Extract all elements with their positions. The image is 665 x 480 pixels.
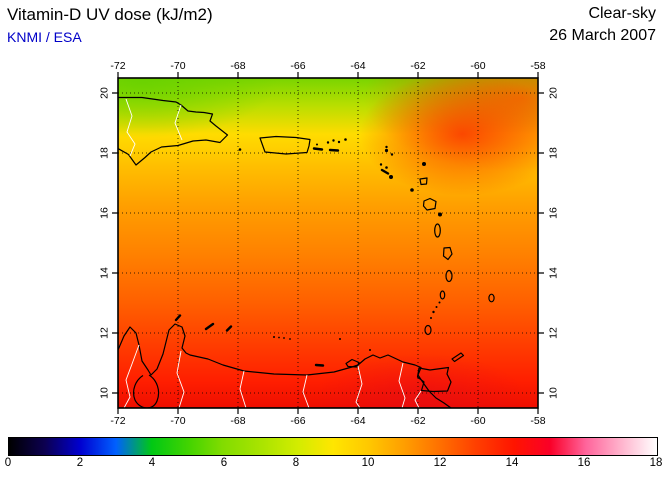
figure-title: Vitamin-D UV dose (kJ/m2) [7, 5, 213, 24]
margarita-coastline [345, 358, 360, 368]
lat-labels-left: 20 18 16 14 12 10 [99, 87, 111, 399]
south-america-borders [123, 344, 422, 408]
colorbar-tick-label: 10 [361, 457, 375, 469]
lat-tick-label: 20 [99, 87, 111, 99]
lat-tick-label: 12 [99, 327, 111, 339]
lat-tick-label: 10 [548, 387, 560, 399]
plot-border [117, 77, 539, 409]
venezuela-coastline [118, 323, 452, 408]
source-credit: KNMI / ESA [7, 29, 82, 45]
sky-condition: Clear-sky [588, 5, 656, 22]
lon-labels-top: -72 -70 -68 -66 -64 -62 -60 -58 [110, 60, 545, 72]
lon-tick-label: -58 [530, 415, 545, 427]
lon-tick-label: -70 [170, 60, 185, 72]
tobago-coastline [451, 352, 465, 363]
st-lucia-coastline [445, 269, 453, 283]
colorbar-tick-label: 12 [433, 457, 447, 469]
lon-tick-label: -72 [110, 415, 125, 427]
puerto-rico-coastline [259, 135, 311, 155]
small-islands [238, 138, 442, 351]
colorbar-tick-label: 6 [220, 457, 228, 469]
lon-tick-label: -62 [410, 60, 425, 72]
lat-tick-label: 14 [548, 267, 560, 279]
lat-tick-label: 18 [99, 147, 111, 159]
country-borders [123, 98, 422, 408]
colorbar-tick-label: 8 [292, 457, 300, 469]
lat-labels-right: 20 18 16 14 12 10 [548, 87, 560, 399]
colorbar-tick-label: 18 [649, 457, 663, 469]
grenada-coastline [424, 324, 432, 336]
lon-tick-label: -68 [230, 60, 245, 72]
dominica-coastline [434, 223, 441, 238]
lon-labels-bottom: -72 -70 -68 -66 -64 -62 -60 -58 [110, 415, 545, 427]
geography [118, 96, 495, 408]
lon-tick-label: -64 [350, 60, 365, 72]
colorbar-tick-label: 14 [505, 457, 519, 469]
lon-tick-label: -62 [410, 415, 425, 427]
lon-tick-label: -68 [230, 415, 245, 427]
lat-tick-label: 18 [548, 147, 560, 159]
barbados-coastline [488, 293, 495, 303]
lake-maracaibo-outline [132, 374, 160, 408]
lat-tick-label: 12 [548, 327, 560, 339]
lat-tick-label: 20 [548, 87, 560, 99]
lat-tick-label: 10 [99, 387, 111, 399]
hispaniola-internal-border [174, 104, 183, 141]
colorbar-tick-label: 2 [76, 457, 84, 469]
lon-tick-label: -66 [290, 60, 305, 72]
antigua-coastline [419, 177, 428, 186]
axis-ticks [112, 72, 544, 414]
lon-tick-label: -60 [470, 60, 485, 72]
lon-tick-label: -72 [110, 60, 125, 72]
hispaniola-coastline [118, 96, 229, 166]
lon-tick-label: -70 [170, 415, 185, 427]
lon-tick-label: -64 [350, 415, 365, 427]
colorbar-tick-label: 4 [148, 457, 156, 469]
lon-tick-label: -58 [530, 60, 545, 72]
figure-date: 26 March 2007 [549, 27, 656, 44]
lat-tick-label: 14 [99, 267, 111, 279]
colorbar [8, 437, 658, 456]
colorbar-tick-label: 16 [577, 457, 591, 469]
small-island-dashes [174, 147, 390, 367]
lon-tick-label: -66 [290, 415, 305, 427]
st-vincent-coastline [439, 290, 446, 300]
uv-dose-field [118, 78, 538, 408]
lat-tick-label: 16 [99, 207, 111, 219]
lon-tick-label: -60 [470, 415, 485, 427]
lat-tick-label: 16 [548, 207, 560, 219]
haiti-dr-border [125, 98, 136, 157]
colorbar-tick-label: 0 [4, 457, 12, 469]
coastlines [118, 96, 495, 408]
trinidad-coastline [416, 366, 452, 393]
guadeloupe-coastline [422, 197, 437, 211]
martinique-coastline [442, 246, 453, 261]
grid-lines [118, 78, 538, 408]
